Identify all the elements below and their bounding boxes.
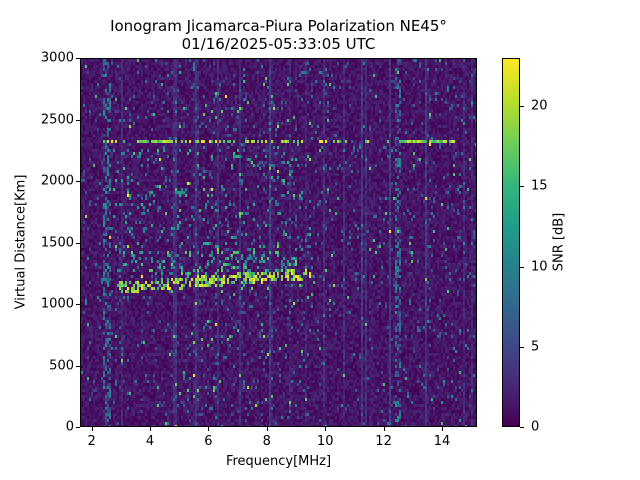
colorbar-tick-mark <box>520 267 524 268</box>
x-axis-label: Frequency[MHz] <box>225 454 332 469</box>
colorbar-tick-mark <box>520 347 524 348</box>
y-tick-label: 500 <box>49 358 74 373</box>
y-tick-label: 3000 <box>40 50 74 66</box>
x-tick-mark <box>442 427 443 431</box>
x-tick-mark <box>208 427 209 431</box>
y-tick-mark <box>76 120 80 121</box>
x-tick-mark <box>267 427 268 431</box>
x-tick-label: 14 <box>433 434 451 449</box>
x-tick-mark <box>150 427 151 431</box>
x-tick-label: 4 <box>145 434 155 449</box>
colorbar-tick-label: 20 <box>531 98 548 114</box>
heatmap-canvas <box>81 59 476 426</box>
colorbar <box>502 58 520 427</box>
colorbar-tick-mark <box>520 106 524 107</box>
x-tick-mark <box>92 427 93 431</box>
y-tick-mark <box>76 304 80 305</box>
y-tick-mark <box>76 427 80 428</box>
y-tick-label: 2000 <box>40 173 74 189</box>
y-tick-label: 2500 <box>40 112 74 127</box>
y-tick-label: 1000 <box>40 296 74 312</box>
colorbar-tick-label: 15 <box>531 178 548 194</box>
x-tick-label: 8 <box>262 434 271 449</box>
y-tick-label: 1500 <box>40 235 74 250</box>
y-tick-mark <box>76 366 80 367</box>
x-tick-mark <box>384 427 385 431</box>
y-tick-mark <box>76 58 80 59</box>
y-axis-label: Virtual Distance[Km] <box>13 174 29 310</box>
colorbar-tick-mark <box>520 427 524 428</box>
colorbar-label: SNR [dB] <box>551 212 567 272</box>
x-tick-mark <box>325 427 326 431</box>
x-tick-label: 12 <box>375 434 392 449</box>
chart-title-line1: Ionogram Jicamarca-Piura Polarization NE… <box>110 17 447 35</box>
x-tick-label: 2 <box>87 434 96 449</box>
chart-title: Ionogram Jicamarca-Piura Polarization NE… <box>80 17 477 53</box>
colorbar-tick-mark <box>520 186 524 187</box>
ionogram-heatmap-plot <box>80 58 477 427</box>
colorbar-tick-label: 10 <box>531 259 548 275</box>
chart-title-line2: 01/16/2025-05:33:05 UTC <box>181 35 376 53</box>
colorbar-tick-label: 0 <box>531 419 540 435</box>
x-tick-label: 6 <box>204 434 213 449</box>
colorbar-tick-label: 5 <box>531 339 540 355</box>
y-tick-mark <box>76 181 80 182</box>
x-tick-label: 10 <box>316 434 334 449</box>
y-tick-mark <box>76 243 80 244</box>
y-tick-label: 0 <box>65 419 74 435</box>
